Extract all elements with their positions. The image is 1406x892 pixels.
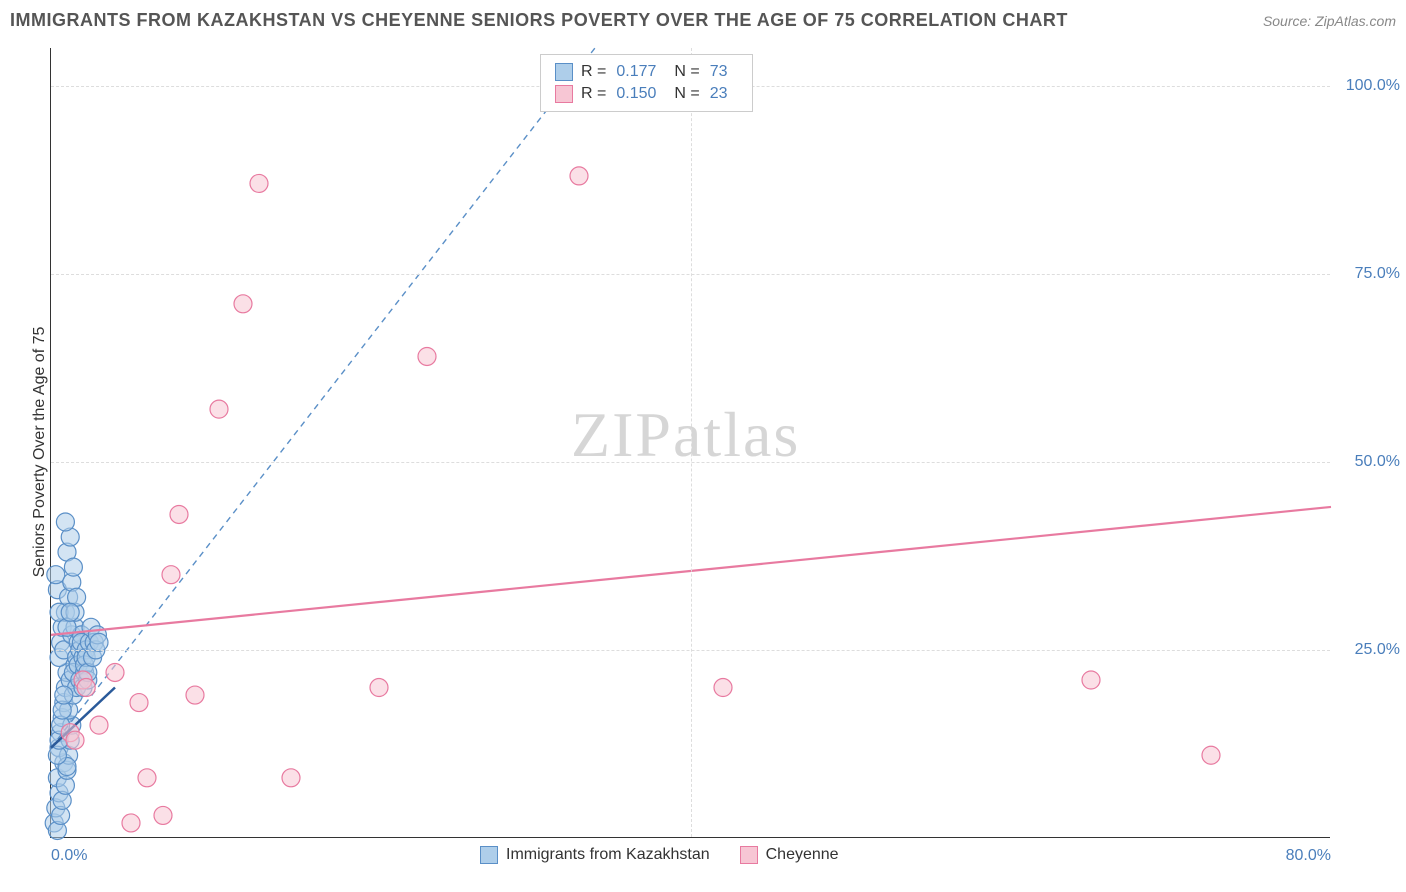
legend-r-label: R = <box>581 85 606 103</box>
data-point <box>90 633 108 651</box>
legend-n-label: N = <box>674 85 699 103</box>
data-point <box>370 679 388 697</box>
data-point <box>138 769 156 787</box>
data-point <box>130 694 148 712</box>
legend-n-label: N = <box>674 63 699 81</box>
data-point <box>61 603 79 621</box>
legend-correlation-row: R = 0.150 N = 23 <box>555 83 738 105</box>
legend-r-value: 0.150 <box>616 85 656 103</box>
data-point <box>1082 671 1100 689</box>
legend-series-label: Immigrants from Kazakhstan <box>506 846 710 864</box>
gridline-vertical <box>691 48 692 837</box>
chart-title: IMMIGRANTS FROM KAZAKHSTAN VS CHEYENNE S… <box>10 10 1068 31</box>
data-point <box>162 566 180 584</box>
data-point <box>186 686 204 704</box>
data-point <box>55 686 73 704</box>
x-tick-label: 80.0% <box>1286 847 1331 865</box>
legend-swatch <box>740 846 758 864</box>
legend-swatch <box>480 846 498 864</box>
data-point <box>210 400 228 418</box>
data-point <box>56 513 74 531</box>
legend-correlation-box: R = 0.177 N = 73 R = 0.150 N = 23 <box>540 54 753 112</box>
y-tick-label: 75.0% <box>1340 265 1400 283</box>
legend-n-value: 23 <box>710 85 728 103</box>
y-axis-label: Seniors Poverty Over the Age of 75 <box>31 312 49 592</box>
data-point <box>64 558 82 576</box>
data-point <box>47 566 65 584</box>
data-point <box>234 295 252 313</box>
source-label: Source: ZipAtlas.com <box>1263 13 1396 29</box>
y-tick-label: 100.0% <box>1340 77 1400 95</box>
data-point <box>122 814 140 832</box>
y-tick-label: 50.0% <box>1340 453 1400 471</box>
data-point <box>154 806 172 824</box>
legend-series-item: Cheyenne <box>740 846 839 864</box>
legend-n-value: 73 <box>710 63 728 81</box>
data-point <box>1202 746 1220 764</box>
legend-series-item: Immigrants from Kazakhstan <box>480 846 710 864</box>
data-point <box>90 716 108 734</box>
title-bar: IMMIGRANTS FROM KAZAKHSTAN VS CHEYENNE S… <box>10 10 1396 31</box>
legend-r-value: 0.177 <box>616 63 656 81</box>
legend-swatch <box>555 85 573 103</box>
x-tick-label: 0.0% <box>51 847 87 865</box>
legend-series: Immigrants from Kazakhstan Cheyenne <box>480 846 839 864</box>
data-point <box>714 679 732 697</box>
data-point <box>106 663 124 681</box>
data-point <box>570 167 588 185</box>
legend-correlation-row: R = 0.177 N = 73 <box>555 61 738 83</box>
data-point <box>250 174 268 192</box>
legend-swatch <box>555 63 573 81</box>
data-point <box>66 731 84 749</box>
legend-series-label: Cheyenne <box>766 846 839 864</box>
y-tick-label: 25.0% <box>1340 641 1400 659</box>
legend-r-label: R = <box>581 63 606 81</box>
data-point <box>170 505 188 523</box>
regression-line <box>51 48 595 748</box>
data-point <box>282 769 300 787</box>
data-point <box>77 679 95 697</box>
data-point <box>418 347 436 365</box>
scatter-plot: ZIPatlas 25.0%50.0%75.0%100.0%0.0%80.0% <box>50 48 1330 838</box>
